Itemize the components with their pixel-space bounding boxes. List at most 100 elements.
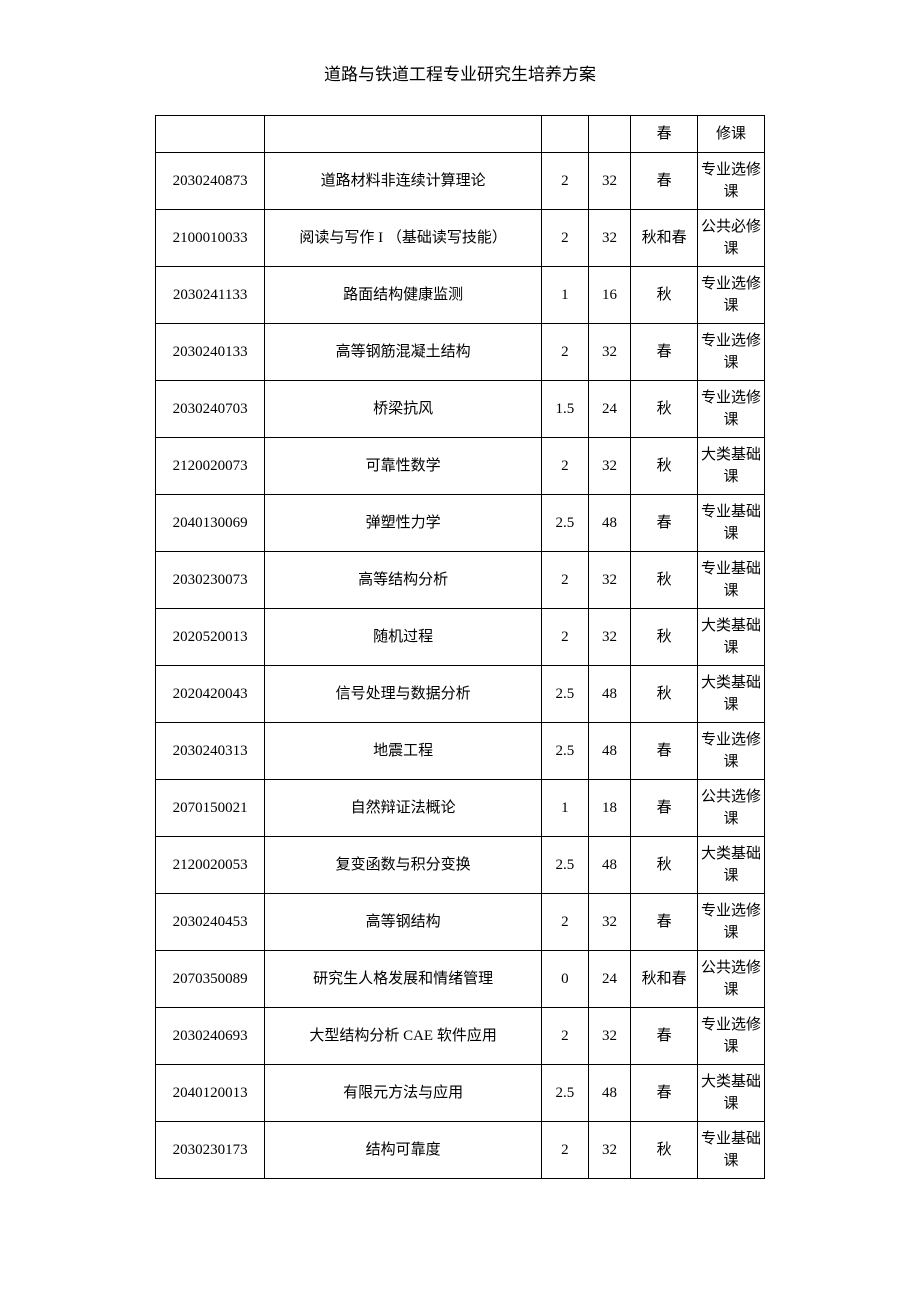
cell-code: 2030240693	[156, 1008, 265, 1065]
table-row: 2030240873道路材料非连续计算理论232春专业选修课	[156, 153, 765, 210]
cell-hours: 32	[588, 552, 630, 609]
cell-name: 结构可靠度	[265, 1122, 542, 1179]
cell-code: 2120020073	[156, 438, 265, 495]
cell-hours: 32	[588, 210, 630, 267]
cell-name: 有限元方法与应用	[265, 1065, 542, 1122]
cell-hours: 48	[588, 495, 630, 552]
cell-term: 春	[631, 1065, 698, 1122]
document-page: 道路与铁道工程专业研究生培养方案 春 修课 2030240873道路材料非连续计…	[0, 0, 920, 1239]
cell-type: 专业选修课	[698, 324, 765, 381]
cell-code: 2040130069	[156, 495, 265, 552]
cell-code: 2120020053	[156, 837, 265, 894]
cell-term: 春	[631, 780, 698, 837]
cell-credit: 2	[541, 894, 588, 951]
cell-credit: 2.5	[541, 1065, 588, 1122]
cell-name: 研究生人格发展和情绪管理	[265, 951, 542, 1008]
cell-credit: 2	[541, 438, 588, 495]
cell-hours: 32	[588, 324, 630, 381]
cell-credit: 2.5	[541, 495, 588, 552]
cell-name: 地震工程	[265, 723, 542, 780]
table-row: 2030240703桥梁抗风1.524秋专业选修课	[156, 381, 765, 438]
page-title: 道路与铁道工程专业研究生培养方案	[155, 60, 765, 85]
cell-name: 阅读与写作 I （基础读写技能）	[265, 210, 542, 267]
cell-hours: 32	[588, 609, 630, 666]
cell-term: 秋	[631, 666, 698, 723]
cell-code: 2070150021	[156, 780, 265, 837]
cell-credit: 2.5	[541, 837, 588, 894]
cell-name: 信号处理与数据分析	[265, 666, 542, 723]
table-row: 2030240313地震工程2.548春专业选修课	[156, 723, 765, 780]
cell-credit: 1.5	[541, 381, 588, 438]
cell-term: 秋	[631, 837, 698, 894]
cell-hours: 24	[588, 381, 630, 438]
cell-credit: 2.5	[541, 723, 588, 780]
cell-term: 秋	[631, 1122, 698, 1179]
cell-type: 公共选修课	[698, 951, 765, 1008]
cell-hours: 48	[588, 723, 630, 780]
cell-name: 路面结构健康监测	[265, 267, 542, 324]
cell-term: 春	[631, 495, 698, 552]
cell-name: 高等结构分析	[265, 552, 542, 609]
cell-type: 专业基础课	[698, 1122, 765, 1179]
cell-name: 自然辩证法概论	[265, 780, 542, 837]
cell-credit: 2	[541, 552, 588, 609]
header-credit	[541, 116, 588, 153]
cell-term: 秋	[631, 609, 698, 666]
course-table: 春 修课 2030240873道路材料非连续计算理论232春专业选修课21000…	[155, 115, 765, 1179]
cell-credit: 1	[541, 267, 588, 324]
cell-name: 弹塑性力学	[265, 495, 542, 552]
cell-type: 专业选修课	[698, 723, 765, 780]
header-term: 春	[631, 116, 698, 153]
cell-hours: 48	[588, 837, 630, 894]
header-type: 修课	[698, 116, 765, 153]
cell-term: 秋和春	[631, 951, 698, 1008]
cell-code: 2030240133	[156, 324, 265, 381]
cell-code: 2030240313	[156, 723, 265, 780]
cell-code: 2030240453	[156, 894, 265, 951]
table-row: 2030240133高等钢筋混凝土结构232春专业选修课	[156, 324, 765, 381]
cell-credit: 2	[541, 609, 588, 666]
cell-credit: 0	[541, 951, 588, 1008]
cell-name: 随机过程	[265, 609, 542, 666]
cell-hours: 32	[588, 438, 630, 495]
cell-name: 桥梁抗风	[265, 381, 542, 438]
cell-type: 公共必修课	[698, 210, 765, 267]
cell-credit: 2	[541, 324, 588, 381]
table-row: 2020520013随机过程232秋大类基础课	[156, 609, 765, 666]
cell-type: 专业选修课	[698, 267, 765, 324]
cell-code: 2040120013	[156, 1065, 265, 1122]
table-row: 2040120013有限元方法与应用2.548春大类基础课	[156, 1065, 765, 1122]
table-row: 2030240453高等钢结构232春专业选修课	[156, 894, 765, 951]
cell-credit: 2.5	[541, 666, 588, 723]
table-header-row: 春 修课	[156, 116, 765, 153]
cell-term: 春	[631, 324, 698, 381]
cell-term: 秋	[631, 267, 698, 324]
cell-name: 高等钢筋混凝土结构	[265, 324, 542, 381]
cell-term: 秋	[631, 438, 698, 495]
cell-type: 专业基础课	[698, 495, 765, 552]
header-code	[156, 116, 265, 153]
table-row: 2020420043信号处理与数据分析2.548秋大类基础课	[156, 666, 765, 723]
header-name	[265, 116, 542, 153]
cell-type: 大类基础课	[698, 1065, 765, 1122]
cell-type: 大类基础课	[698, 438, 765, 495]
cell-code: 2030230173	[156, 1122, 265, 1179]
cell-credit: 1	[541, 780, 588, 837]
cell-hours: 24	[588, 951, 630, 1008]
cell-term: 春	[631, 723, 698, 780]
table-row: 2100010033阅读与写作 I （基础读写技能）232秋和春公共必修课	[156, 210, 765, 267]
cell-term: 秋和春	[631, 210, 698, 267]
cell-type: 专业选修课	[698, 381, 765, 438]
cell-name: 大型结构分析 CAE 软件应用	[265, 1008, 542, 1065]
table-row: 2030241133路面结构健康监测116秋专业选修课	[156, 267, 765, 324]
cell-type: 专业选修课	[698, 153, 765, 210]
cell-code: 2020420043	[156, 666, 265, 723]
cell-name: 道路材料非连续计算理论	[265, 153, 542, 210]
cell-name: 高等钢结构	[265, 894, 542, 951]
cell-name: 复变函数与积分变换	[265, 837, 542, 894]
cell-code: 2030240703	[156, 381, 265, 438]
cell-type: 专业选修课	[698, 1008, 765, 1065]
cell-code: 2020520013	[156, 609, 265, 666]
cell-hours: 32	[588, 153, 630, 210]
table-row: 2120020053复变函数与积分变换2.548秋大类基础课	[156, 837, 765, 894]
